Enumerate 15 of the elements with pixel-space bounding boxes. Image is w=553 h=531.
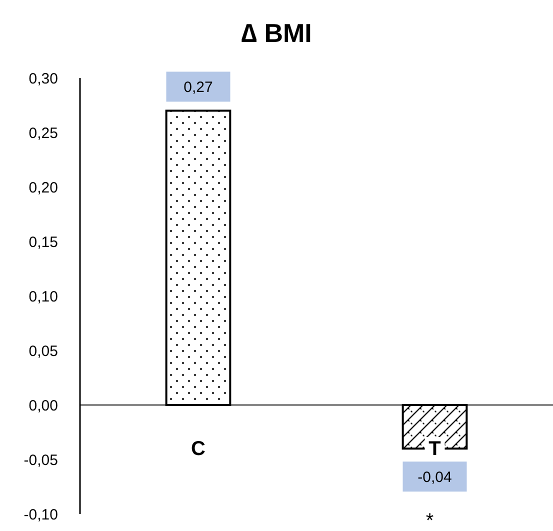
chart-title: ∆ BMI xyxy=(241,18,312,48)
y-tick-label: 0,00 xyxy=(28,397,58,414)
y-tick-label: 0,25 xyxy=(28,124,58,142)
x-tick-label: C xyxy=(191,438,206,460)
annotation: * xyxy=(426,510,434,531)
y-tick-label: 0,10 xyxy=(28,288,58,306)
y-tick-label: 0,05 xyxy=(28,342,58,360)
y-tick-label: 0,20 xyxy=(28,179,58,196)
data-label: 0,27 xyxy=(184,78,213,96)
y-tick-label: 0,15 xyxy=(28,234,58,251)
y-tick-label: -0,05 xyxy=(24,452,58,469)
y-tick-label: -0,10 xyxy=(24,506,58,524)
x-tick-label: T xyxy=(428,438,441,460)
data-label: -0,04 xyxy=(418,468,452,486)
y-tick-label: 0,30 xyxy=(28,70,58,88)
